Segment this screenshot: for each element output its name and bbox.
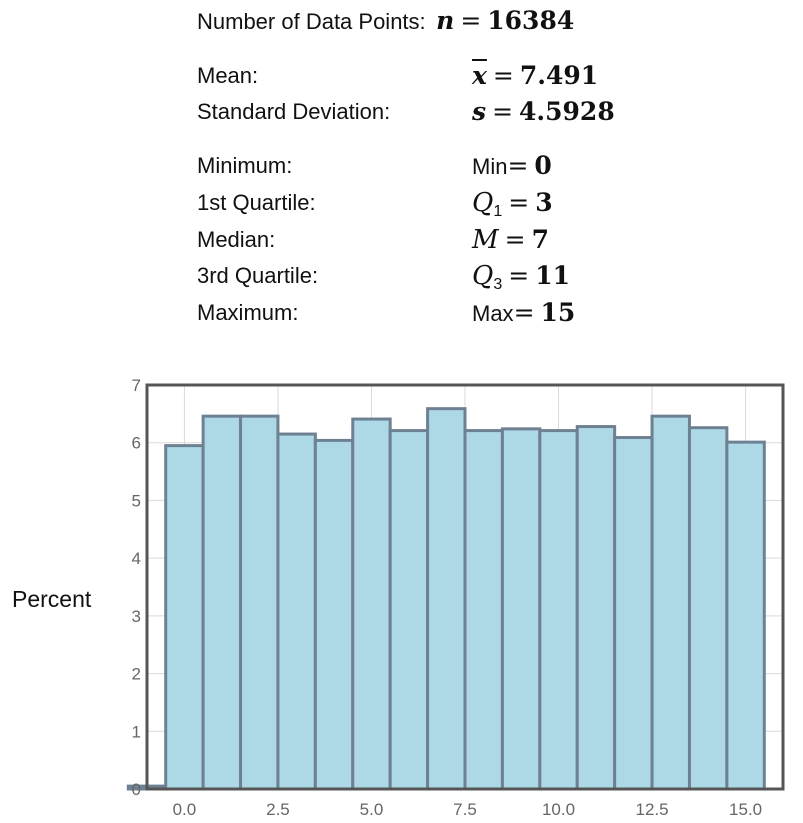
histogram-bar-2: [239, 414, 280, 791]
y-tick-label-3: 3: [132, 607, 141, 626]
y-axis-title: Percent: [12, 586, 92, 612]
sd-expression: s = 4.5928: [472, 97, 615, 128]
q3-expression: Q3 = 11: [472, 261, 570, 300]
histogram-bar-15: [725, 440, 766, 791]
min-expression: Min= 0: [472, 151, 552, 182]
q3-symbol: Q: [472, 261, 494, 291]
min-equals: =: [507, 151, 529, 180]
mean-value: 7.491: [519, 61, 599, 90]
mean-expression: x = 7.491: [472, 61, 598, 92]
histogram-bar-12: [613, 436, 654, 791]
q3-subscript: 3: [493, 276, 503, 293]
q3-equals: =: [508, 261, 530, 290]
histogram-bar-4: [313, 438, 355, 791]
median-value: 7: [531, 225, 549, 254]
plot-frame: [145, 383, 785, 791]
y-tick-label-1: 1: [132, 722, 141, 741]
n-label: Number of Data Points:: [197, 9, 426, 34]
q3-label: 3rd Quartile:: [197, 263, 319, 288]
y-tick-label-7: 7: [132, 376, 141, 395]
y-tick-label-5: 5: [132, 491, 141, 510]
max-expression: Max= 15: [472, 298, 575, 329]
q1-subscript: 1: [493, 203, 503, 220]
n-equals: =: [460, 6, 482, 35]
y-tick-label-2: 2: [132, 665, 141, 684]
stat-row-n: Number of Data Points: n = 16384: [197, 6, 574, 36]
q1-value: 3: [535, 188, 553, 217]
median-equals: =: [504, 225, 526, 254]
n-symbol: n: [436, 6, 455, 35]
x-tick-label-6: 15.0: [729, 800, 762, 819]
n-expression: n = 16384: [436, 6, 574, 40]
q3-value: 11: [535, 261, 570, 290]
x-tick-label-4: 10.0: [542, 800, 575, 819]
max-equals: =: [513, 298, 535, 327]
sd-equals: =: [492, 97, 514, 126]
histogram-bar-10: [538, 429, 579, 791]
min-value: 0: [534, 151, 552, 180]
min-label: Minimum:: [197, 153, 293, 178]
q1-equals: =: [508, 188, 530, 217]
sd-label: Standard Deviation:: [197, 99, 391, 124]
histogram-bar-14: [687, 426, 729, 791]
histogram-bar-1: [201, 414, 243, 791]
mean-equals: =: [492, 61, 514, 90]
histogram-bar-7: [426, 407, 467, 791]
histogram-bar-6: [388, 429, 430, 791]
y-tick-label-6: 6: [132, 434, 141, 453]
max-value: 15: [540, 298, 576, 327]
x-tick-label-3: 7.5: [453, 800, 477, 819]
min-word: Min: [472, 154, 508, 179]
histogram-bar-11: [575, 425, 617, 791]
x-tick-label-1: 2.5: [266, 800, 290, 819]
median-label: Median:: [197, 227, 276, 252]
histogram-bar-3: [276, 432, 317, 791]
histogram-bar-8: [463, 429, 504, 791]
x-tick-label-0: 0.0: [173, 800, 197, 819]
y-tick-label-0: 0: [132, 780, 141, 799]
max-word: Max: [472, 301, 514, 326]
sd-symbol: s: [472, 97, 487, 126]
q1-expression: Q1 = 3: [472, 188, 553, 227]
summary-statistics: Number of Data Points: n = 16384 Mean: x = 7…: [0, 0, 803, 340]
n-value: 16384: [487, 6, 575, 35]
x-tick-label-5: 12.5: [636, 800, 669, 819]
q1-symbol: Q: [472, 188, 494, 218]
mean-label: Mean:: [197, 63, 259, 88]
histogram-bar-0: [164, 444, 205, 791]
histogram-bar-5: [351, 417, 392, 791]
mean-symbol: x: [472, 61, 487, 90]
median-expression: M = 7: [472, 225, 549, 256]
histogram-bar-13: [650, 414, 691, 791]
max-label: Maximum:: [197, 300, 299, 325]
q1-label: 1st Quartile:: [197, 190, 316, 215]
sd-value: 4.5928: [519, 97, 615, 126]
x-tick-label-2: 5.0: [360, 800, 384, 819]
histogram-bar-9: [500, 427, 542, 791]
y-tick-label-4: 4: [132, 549, 141, 568]
median-symbol: M: [472, 225, 499, 255]
